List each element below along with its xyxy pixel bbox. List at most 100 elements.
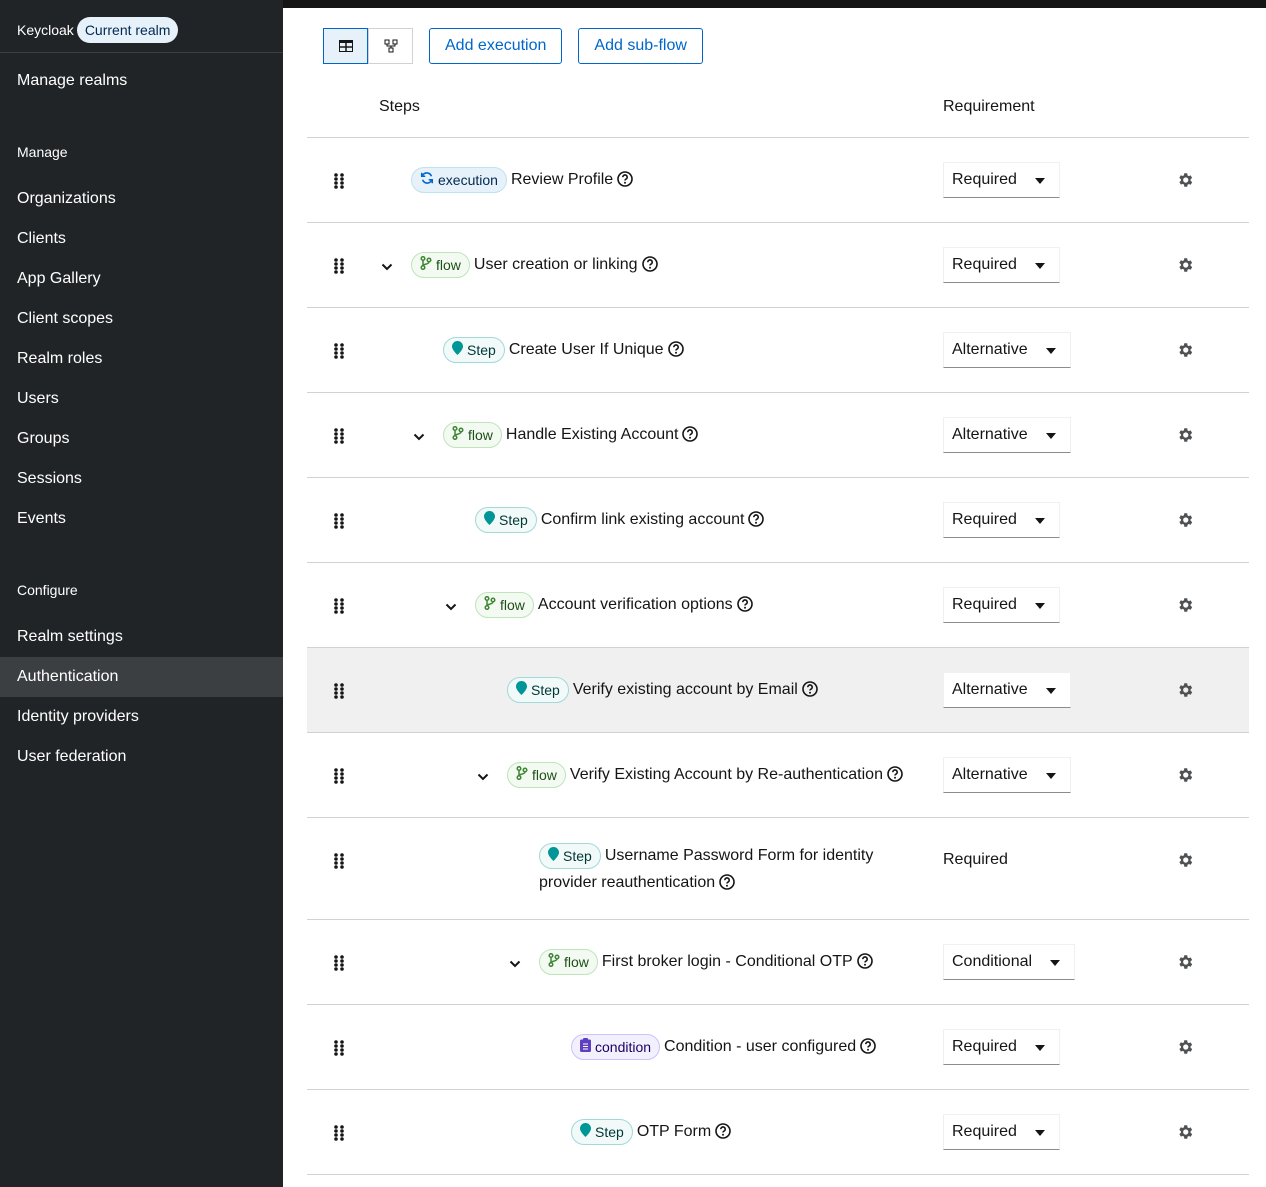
help-icon[interactable] — [667, 339, 684, 366]
requirement-dropdown[interactable]: Conditional — [943, 944, 1076, 980]
flow-row: execution Review Profile Required — [307, 138, 1249, 223]
settings-button[interactable] — [1176, 681, 1194, 704]
step-cell: execution Review Profile — [411, 166, 923, 196]
badge-icon — [548, 950, 560, 974]
nav-item[interactable]: User federation — [17, 748, 127, 765]
help-icon[interactable] — [736, 594, 753, 621]
flow-row: Step Create User If Unique Alternative — [307, 308, 1249, 393]
help-icon[interactable] — [856, 951, 873, 978]
requirement-dropdown[interactable]: Alternative — [943, 757, 1071, 793]
step-name: Verify Existing Account by Re-authentica… — [569, 766, 883, 783]
help-icon[interactable] — [748, 509, 765, 536]
nav-item[interactable]: App Gallery — [17, 270, 101, 287]
expand-toggle[interactable] — [509, 956, 521, 974]
badge-label: flow — [436, 256, 461, 273]
drag-handle[interactable] — [333, 853, 345, 874]
settings-button[interactable] — [1176, 256, 1194, 279]
requirement-value: Required — [952, 596, 1017, 613]
type-badge: flow — [539, 948, 598, 975]
diagram-view-button[interactable] — [368, 28, 413, 64]
nav-item[interactable]: Clients — [17, 230, 66, 247]
nav-item[interactable]: Organizations — [17, 190, 116, 207]
nav: Manage Organizations Clients App Gallery Cli… — [0, 142, 283, 777]
dropdown-arrow — [1050, 953, 1061, 971]
dropdown-arrow — [1045, 766, 1056, 784]
drag-handle[interactable] — [333, 428, 345, 449]
flow-row: Step Confirm link existing account Require… — [307, 478, 1249, 563]
drag-handle[interactable] — [333, 1040, 345, 1061]
requirement-cell: Required — [943, 502, 1060, 538]
drag-handle[interactable] — [333, 258, 345, 279]
badge-icon — [484, 508, 495, 532]
settings-button[interactable] — [1176, 511, 1194, 534]
requirement-dropdown[interactable]: Required — [943, 162, 1060, 198]
drag-handle[interactable] — [333, 683, 345, 704]
expand-toggle[interactable] — [445, 599, 457, 617]
nav-item[interactable]: Groups — [17, 430, 70, 447]
expand-toggle[interactable] — [381, 259, 393, 277]
settings-button[interactable] — [1176, 341, 1194, 364]
nav-item[interactable]: Users — [17, 390, 59, 407]
requirement-dropdown[interactable]: Required — [943, 587, 1060, 623]
drag-handle[interactable] — [333, 173, 345, 194]
drag-handle[interactable] — [333, 768, 345, 789]
help-icon[interactable] — [715, 1121, 731, 1148]
badge-label: Step — [499, 511, 528, 528]
drag-handle[interactable] — [333, 1125, 345, 1146]
requirement-cell: Conditional — [943, 944, 1076, 980]
nav-item[interactable]: Authentication — [0, 657, 283, 697]
help-icon[interactable] — [860, 1036, 876, 1063]
badge-icon — [452, 423, 464, 447]
flow-row: flow User creation or linking Required — [307, 223, 1249, 308]
requirement-dropdown[interactable]: Required — [943, 1029, 1060, 1065]
requirement-dropdown[interactable]: Alternative — [943, 332, 1071, 368]
realm-badge[interactable]: Current realm — [76, 17, 179, 43]
brand-bar: Keycloak Current realm — [0, 0, 283, 53]
top-bar — [283, 0, 1266, 8]
drag-handle[interactable] — [333, 513, 345, 534]
help-icon[interactable] — [719, 872, 735, 899]
settings-button[interactable] — [1176, 426, 1194, 449]
drag-handle[interactable] — [333, 955, 345, 976]
type-badge: Step — [507, 676, 569, 703]
settings-button[interactable] — [1176, 1038, 1194, 1061]
expand-toggle[interactable] — [413, 429, 425, 447]
drag-handle[interactable] — [333, 598, 345, 619]
nav-item[interactable]: Client scopes — [17, 310, 114, 327]
expand-toggle[interactable] — [477, 769, 489, 787]
settings-button[interactable] — [1176, 1123, 1194, 1146]
settings-button[interactable] — [1176, 953, 1194, 976]
help-icon[interactable] — [617, 169, 634, 196]
add-subflow-button[interactable]: Add sub-flow — [578, 28, 703, 64]
help-icon[interactable] — [887, 764, 903, 791]
requirement-dropdown[interactable]: Required — [943, 247, 1060, 283]
nav-item[interactable]: Realm settings — [17, 628, 123, 645]
settings-button[interactable] — [1176, 596, 1194, 619]
nav-item[interactable]: Identity providers — [17, 708, 139, 725]
type-badge: Step — [539, 842, 601, 869]
requirement-dropdown[interactable]: Alternative — [943, 672, 1071, 708]
step-name: Condition - user configured — [664, 1038, 857, 1055]
settings-button[interactable] — [1176, 851, 1194, 874]
requirement-dropdown[interactable]: Alternative — [943, 417, 1071, 453]
nav-item[interactable]: Events — [17, 510, 66, 527]
badge-icon — [516, 763, 528, 787]
help-icon[interactable] — [802, 679, 818, 706]
help-icon[interactable] — [682, 424, 699, 451]
dropdown-arrow — [1045, 426, 1056, 444]
step-cell: flow Verify Existing Account by Re-authen… — [507, 761, 923, 791]
nav-item[interactable]: Realm roles — [17, 350, 103, 367]
add-execution-button[interactable]: Add execution — [429, 28, 563, 64]
manage-realms-link[interactable]: Manage realms — [17, 72, 128, 89]
table-view-button[interactable] — [323, 28, 368, 64]
drag-handle[interactable] — [333, 343, 345, 364]
requirement-dropdown[interactable]: Required — [943, 502, 1060, 538]
settings-button[interactable] — [1176, 766, 1194, 789]
requirement-dropdown[interactable]: Required — [943, 1114, 1060, 1150]
flow-row: flow First broker login - Conditional OTP… — [307, 920, 1249, 1005]
nav-item[interactable]: Sessions — [17, 470, 82, 487]
dropdown-arrow — [1034, 596, 1045, 614]
dropdown-arrow — [1034, 1038, 1045, 1056]
settings-button[interactable] — [1176, 171, 1194, 194]
help-icon[interactable] — [641, 254, 658, 281]
